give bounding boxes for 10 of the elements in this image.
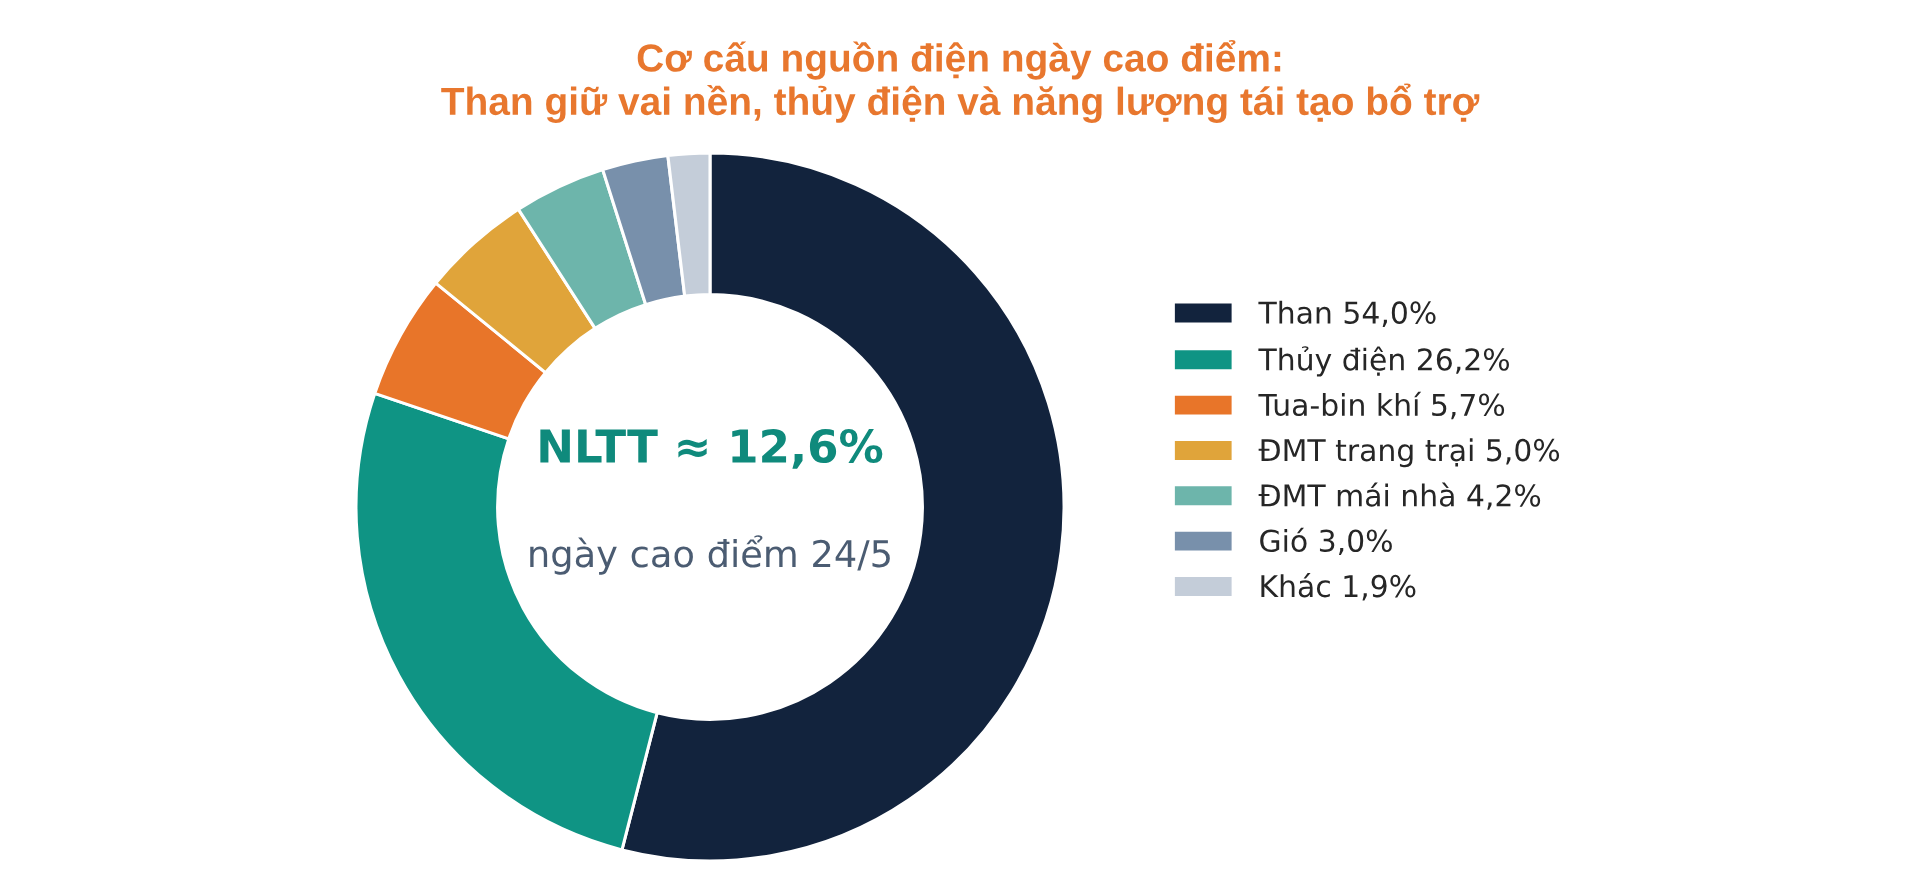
legend-label: Gió 3,0% — [1260, 527, 1392, 556]
legend-label: Thủy điện 26,2% — [1258, 346, 1509, 377]
legend-label: Tua-bin khí 5,7% — [1258, 391, 1505, 420]
legend-label: Khác 1,9% — [1261, 573, 1416, 601]
text: NLTT ≈ 12,6% — [540, 428, 883, 469]
chart-title: Cơ cấu nguồn điện ngày cao điểm: Than giữ vai nền, thủy điện và năng lượng tái tạo bổ trợ — [441, 40, 1480, 124]
legend-label: ĐMT mái nhà 4,2% — [1258, 482, 1541, 510]
legend-label: Than 54,0% — [1258, 300, 1436, 327]
text: ngày cao điểm 24/5 — [530, 535, 890, 575]
legend-label: ĐMT trang trại 5,0% — [1258, 438, 1560, 468]
